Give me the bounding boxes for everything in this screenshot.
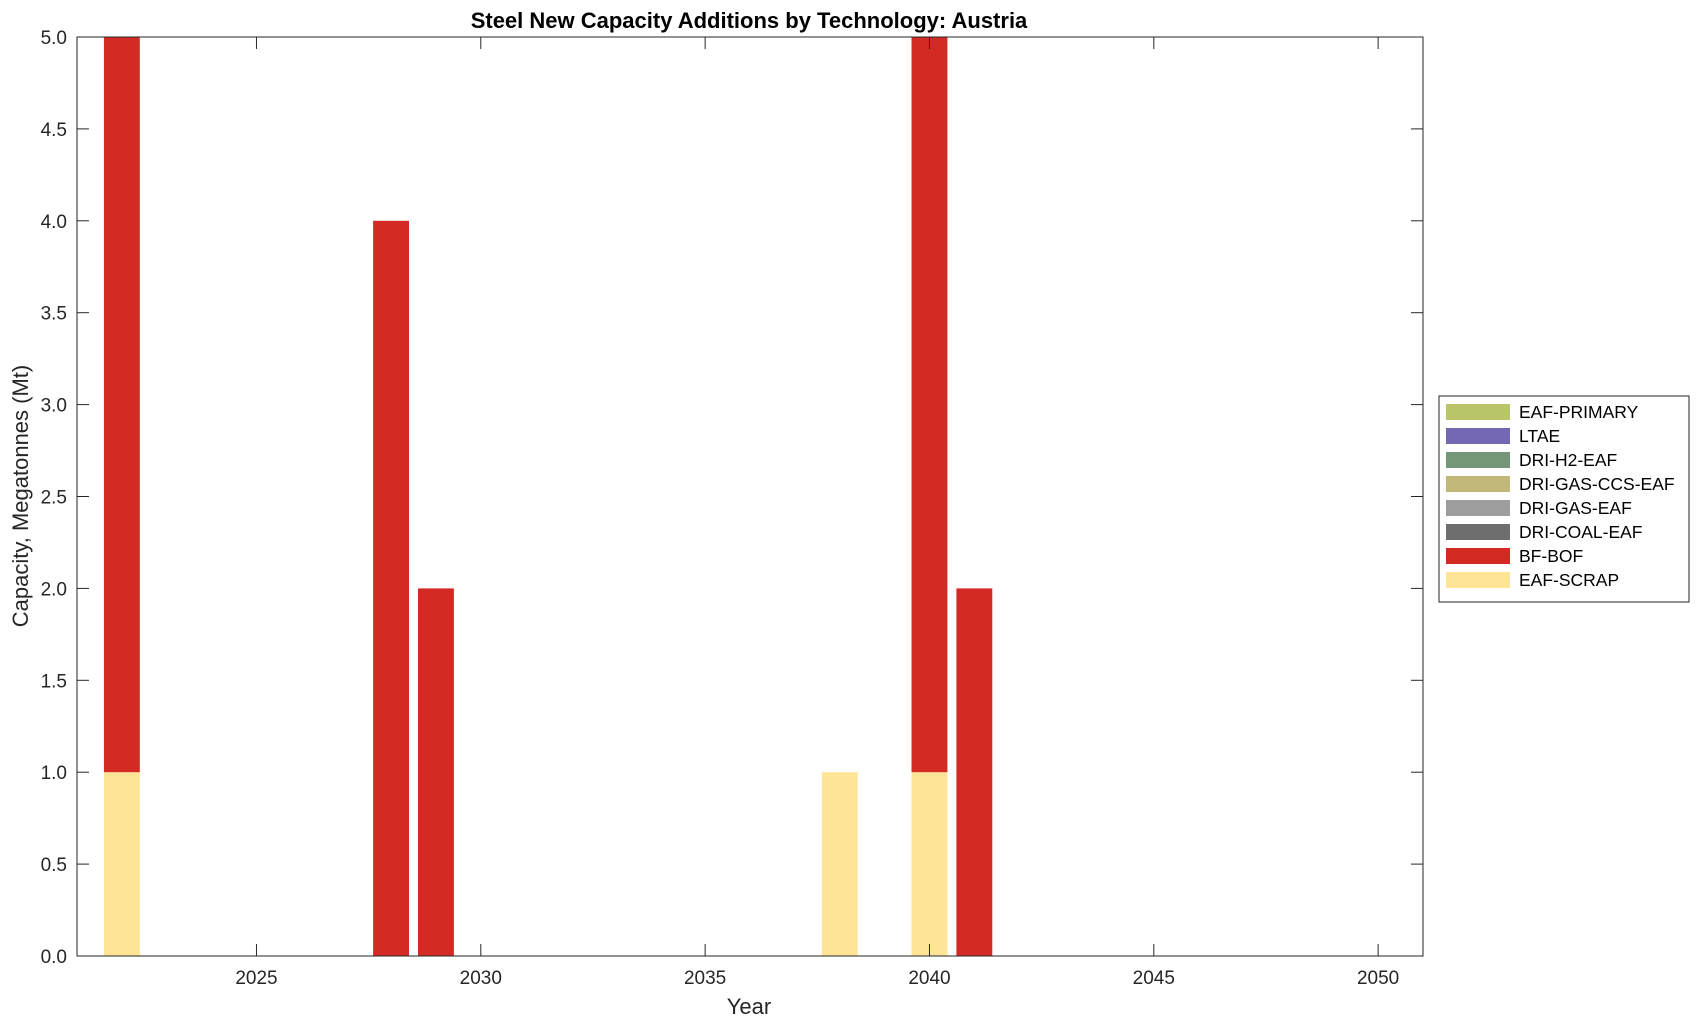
legend-swatch-dri-gas-eaf [1446,500,1510,516]
x-axis: 2025 2030 2035 2040 2045 2050 [235,37,1399,989]
legend-label-dri-gas-ccs-eaf: DRI-GAS-CCS-EAF [1519,474,1675,494]
x-tick-label: 2040 [908,968,950,989]
y-tick-label: 3.0 [41,396,67,417]
bars-layer [103,37,993,957]
legend-swatch-ltae [1446,428,1510,444]
y-axis-label: Capacity, Megatonnes (Mt) [8,365,33,627]
y-tick-label: 0.0 [41,947,67,968]
bar-eaf-scrap-2040 [911,772,948,956]
legend-swatch-bf-bof [1446,548,1510,564]
bar-bf-bof-2041 [956,588,993,956]
x-tick-label: 2050 [1357,968,1399,989]
y-tick-label: 4.0 [41,212,67,233]
legend-label-eaf-primary: EAF-PRIMARY [1519,402,1639,422]
legend-box [1438,395,1690,603]
y-tick-label: 1.5 [41,671,67,692]
legend-label-bf-bof: BF-BOF [1519,546,1583,566]
legend-swatch-dri-h2-eaf [1446,452,1510,468]
legend-label-ltae: LTAE [1519,426,1560,446]
legend-swatch-dri-coal-eaf [1446,524,1510,540]
x-tick-label: 2035 [684,968,726,989]
bar-eaf-scrap-2038 [821,772,858,956]
x-tick-label: 2025 [235,968,277,989]
y-axis: 0.0 0.5 1.0 1.5 2.0 2.5 3.0 3.5 4.0 4.5 5.0 [41,28,1423,968]
y-tick-label: 3.5 [41,304,67,325]
y-tick-label: 0.5 [41,855,67,876]
y-tick-label: 2.5 [41,488,67,509]
y-tick-label: 4.5 [41,120,67,141]
x-tick-label: 2045 [1133,968,1175,989]
legend-label-dri-gas-eaf: DRI-GAS-EAF [1519,498,1632,518]
legend-swatch-dri-gas-ccs-eaf [1446,476,1510,492]
y-tick-label: 2.0 [41,579,67,600]
legend-label-eaf-scrap: EAF-SCRAP [1519,570,1619,590]
bar-bf-bof-2022 [103,37,140,773]
y-tick-label: 1.0 [41,763,67,784]
legend: EAF-PRIMARY LTAE DRI-H2-EAF DRI-GAS-CCS-EAF… [1438,395,1690,603]
bar-bf-bof-2028 [373,220,410,957]
bar-eaf-scrap-2022 [103,772,140,956]
legend-label-dri-coal-eaf: DRI-COAL-EAF [1519,522,1642,542]
y-tick-label: 5.0 [41,28,67,49]
x-tick-label: 2030 [460,968,502,989]
bar-bf-bof-2029 [417,588,454,956]
chart-title: Steel New Capacity Additions by Technolo… [471,8,1028,33]
legend-swatch-eaf-primary [1446,404,1510,420]
plot-area-frame [76,36,1424,957]
legend-label-dri-h2-eaf: DRI-H2-EAF [1519,450,1617,470]
legend-swatch-eaf-scrap [1446,572,1510,588]
x-axis-label: Year [727,994,771,1019]
bar-bf-bof-2040 [911,37,948,773]
